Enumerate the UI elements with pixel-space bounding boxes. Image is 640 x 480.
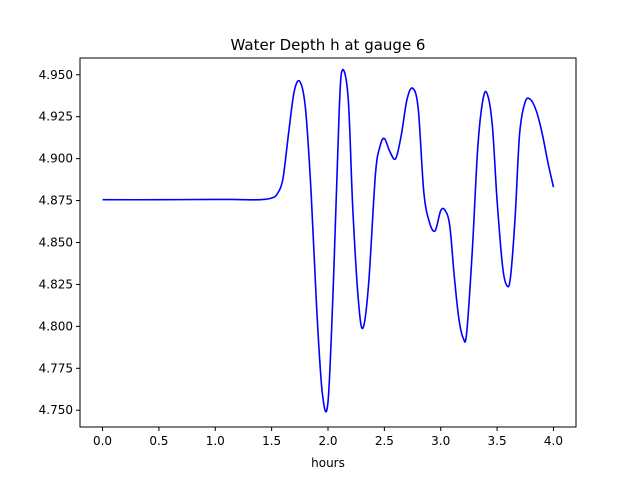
x-tick-label: 0.5 [149,434,168,448]
x-axis-ticks: 0.0 0.5 1.0 1.5 2.0 2.5 3.0 3.5 4.0 [93,427,563,448]
x-tick-label: 3.0 [431,434,450,448]
x-tick-label: 4.0 [544,434,563,448]
y-tick-label: 4.875 [39,194,73,208]
x-tick-label: 3.5 [488,434,507,448]
y-tick-label: 4.800 [39,319,73,333]
x-tick-label: 2.5 [375,434,394,448]
x-tick-label: 1.5 [262,434,281,448]
y-tick-label: 4.825 [39,277,73,291]
x-axis-label: hours [311,456,345,470]
x-tick-label: 2.0 [318,434,337,448]
y-axis-ticks: 4.750 4.775 4.800 4.825 4.850 4.875 4.900 4.925… [39,68,80,417]
y-tick-label: 4.950 [39,68,73,82]
x-tick-label: 0.0 [93,434,112,448]
y-tick-label: 4.900 [39,152,73,166]
x-tick-label: 1.0 [206,434,225,448]
y-tick-label: 4.850 [39,236,73,250]
y-tick-label: 4.925 [39,110,73,124]
y-tick-label: 4.775 [39,361,73,375]
chart-title: Water Depth h at gauge 6 [231,36,426,54]
y-tick-label: 4.750 [39,403,73,417]
series-line-water-depth [102,68,555,413]
